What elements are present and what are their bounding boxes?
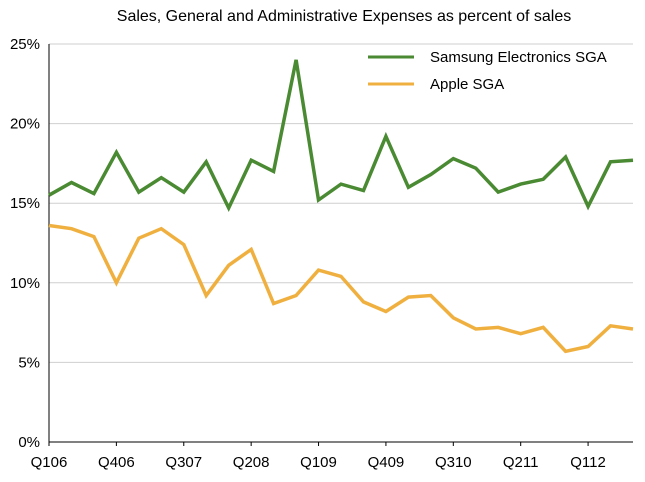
x-tick-label: Q406 [98,454,135,471]
legend-label-samsung: Samsung Electronics SGA [430,49,607,66]
y-tick-label: 0% [18,434,40,451]
x-tick-label: Q106 [31,454,68,471]
x-tick-label: Q211 [503,454,539,471]
y-tick-label: 5% [18,354,40,371]
series-line-apple [48,223,634,354]
x-tick-label: Q310 [435,454,472,471]
y-tick-label: 20% [10,116,40,133]
y-tick-label: 25% [10,36,40,53]
x-tick-label: Q112 [570,454,606,471]
axes: 0% 5% 10% 15% 20% 25% Q106 Q406 Q307 Q208 Q109 Q409… [10,36,633,471]
x-tick-label: Q109 [300,454,337,471]
gridlines [49,43,633,363]
series-lines [48,59,634,354]
x-tick-label: Q208 [233,454,270,471]
y-tick-label: 10% [10,275,40,292]
x-tick-label: Q409 [368,454,405,471]
x-tick-label: Q307 [165,454,202,471]
series-line-samsung [48,59,634,213]
legend-label-apple: Apple SGA [430,76,504,93]
chart-title: Sales, General and Administrative Expens… [117,8,571,25]
y-tick-label: 15% [10,195,40,212]
legend: Samsung Electronics SGA Apple SGA [368,49,607,93]
